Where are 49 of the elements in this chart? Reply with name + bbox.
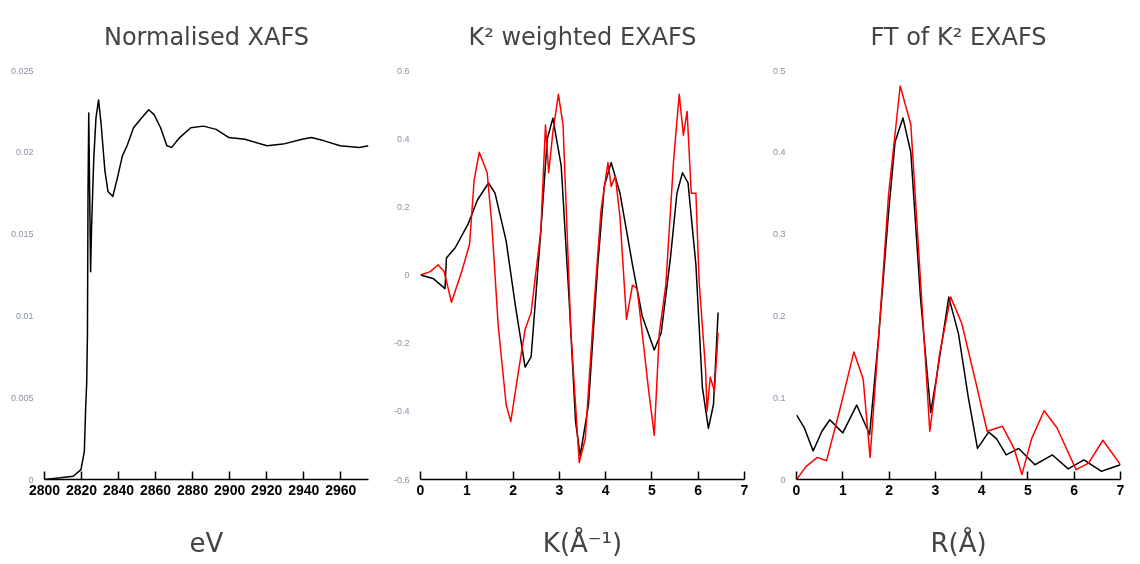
chart-title: FT of K² EXAFS	[870, 22, 1047, 51]
chart-title: Normalised XAFS	[103, 22, 310, 51]
x-tick-label: 0	[416, 481, 425, 498]
x-axis-title: R(Å)	[930, 526, 987, 558]
x-tick-label: 2940	[288, 481, 320, 498]
y-tick-label: 0.2	[396, 201, 410, 212]
x-tick-label: 3	[931, 481, 940, 498]
x-tick-label: 7	[1116, 481, 1125, 498]
x-tick-label: 1	[838, 481, 847, 498]
y-tick-label: -0.6	[393, 474, 410, 485]
x-tick-label: 3	[555, 481, 564, 498]
y-tick-label: 0.01	[15, 310, 34, 321]
x-tick-label: 0	[792, 481, 801, 498]
y-tick-label: 0.005	[10, 392, 34, 403]
x-tick-label: 4	[601, 481, 610, 498]
chart-title: K² weighted EXAFS	[468, 22, 697, 51]
x-tick-label: 4	[977, 481, 986, 498]
x-axis-title: K(Å⁻¹)	[542, 526, 623, 558]
y-tick-label: -0.4	[393, 406, 410, 417]
y-tick-label: -0.2	[393, 338, 410, 349]
x-tick-label: 5	[1024, 481, 1033, 498]
y-tick-label: 0.6	[396, 65, 410, 76]
x-tick-label: 2920	[251, 481, 283, 498]
y-tick-label: 0.5	[772, 65, 786, 76]
y-tick-label: 0.025	[10, 65, 34, 76]
x-tick-label: 2860	[140, 481, 172, 498]
y-tick-label: 0.4	[396, 133, 410, 144]
x-tick-label: 7	[740, 481, 749, 498]
x-tick-label: 5	[648, 481, 657, 498]
x-tick-label: 2840	[102, 481, 135, 498]
x-tick-label: 1	[462, 481, 471, 498]
y-tick-label: 0.02	[15, 147, 34, 158]
x-tick-label: 2880	[177, 481, 209, 498]
y-tick-label: 0.2	[772, 310, 786, 321]
y-tick-label: 0.015	[10, 229, 34, 240]
x-tick-label: 2	[885, 481, 894, 498]
x-axis-title: eV	[189, 527, 224, 558]
y-tick-label: 0.4	[772, 147, 786, 158]
y-tick-label: 0	[780, 474, 786, 485]
x-tick-label: 2960	[325, 481, 357, 498]
y-tick-label: 0.3	[772, 229, 786, 240]
x-tick-label: 6	[1070, 481, 1079, 498]
x-tick-label: 6	[694, 481, 703, 498]
y-tick-label: 0	[404, 270, 410, 280]
x-tick-label: 2900	[214, 481, 246, 498]
y-tick-label: 0	[28, 474, 34, 485]
y-tick-label: 0.1	[772, 392, 786, 403]
x-tick-label: 2	[509, 481, 518, 498]
x-tick-label: 2820	[65, 481, 98, 498]
